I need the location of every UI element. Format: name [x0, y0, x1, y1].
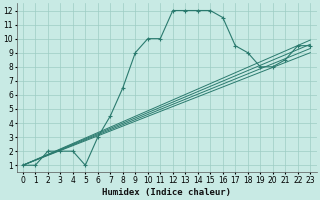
- X-axis label: Humidex (Indice chaleur): Humidex (Indice chaleur): [102, 188, 231, 197]
